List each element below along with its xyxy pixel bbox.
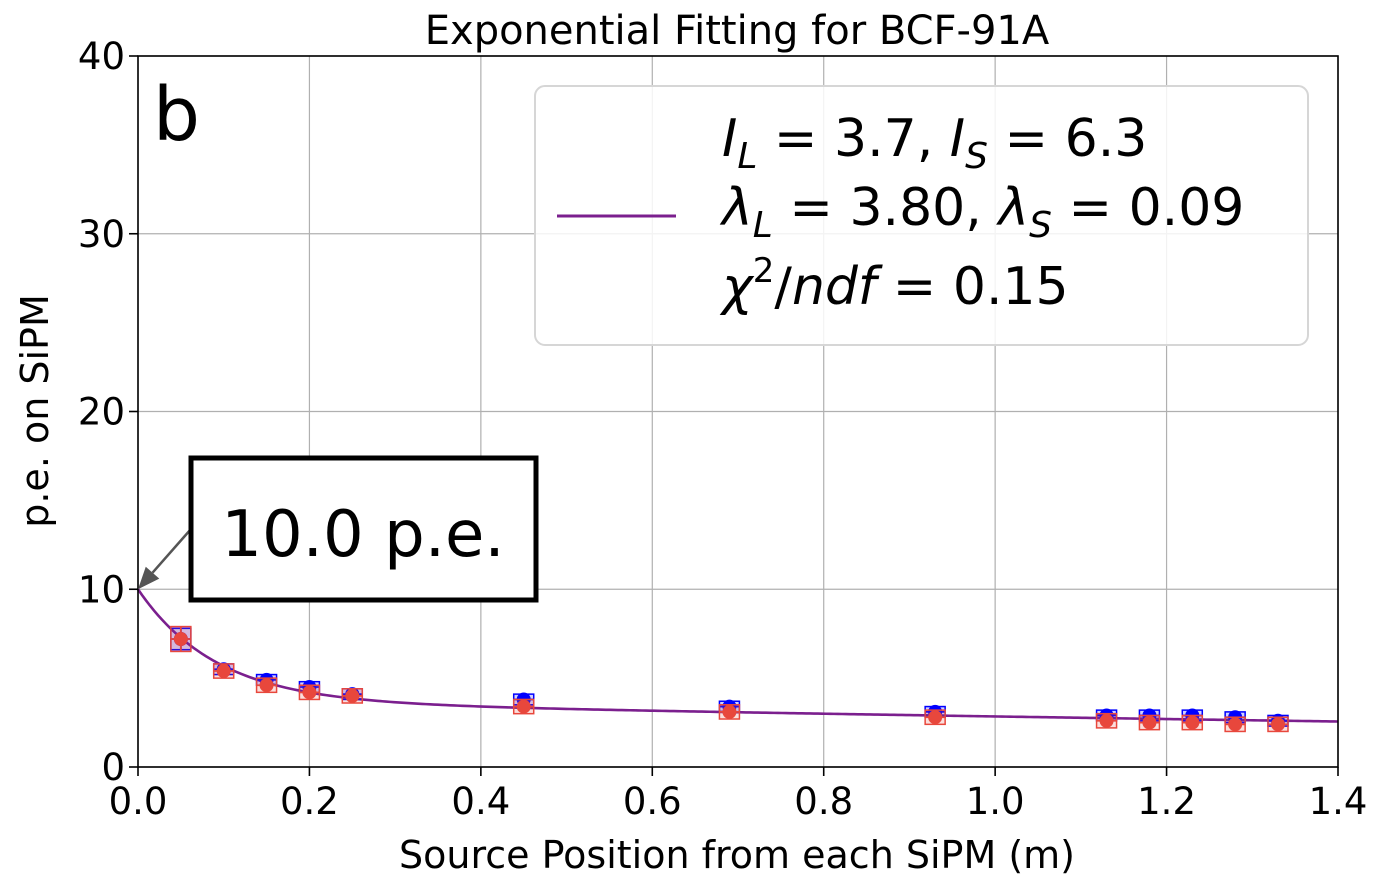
data-point <box>1228 717 1243 732</box>
data-point <box>345 688 360 703</box>
data-point <box>173 632 188 647</box>
x-tick-label: 1.0 <box>966 780 1025 823</box>
legend-line-chi2: χ2/ndf = 0.15 <box>719 251 1069 317</box>
annotation-text: 10.0 p.e. <box>221 498 505 572</box>
data-point <box>1271 717 1285 732</box>
x-tick-label: 0.2 <box>280 780 339 823</box>
data-point <box>1185 715 1200 730</box>
axis-ticks: 0.0 0.2 0.4 0.6 0.8 1.0 1.2 1.4 0 10 20 30 40 <box>78 35 1368 823</box>
y-axis-label: p.e. on SiPM <box>13 294 57 528</box>
x-tick-label: 0.6 <box>623 780 682 823</box>
data-point <box>516 699 531 714</box>
annotation-arrowhead <box>138 566 160 590</box>
y-tick-label: 30 <box>78 213 125 256</box>
data-point <box>928 710 943 725</box>
y-tick-label: 10 <box>78 568 125 611</box>
annotation-box <box>188 455 539 603</box>
chart-title: Exponential Fitting for BCF-91A <box>425 8 1050 54</box>
y-tick-label: 40 <box>78 35 125 78</box>
data-points <box>170 625 1289 733</box>
legend-line-amplitudes: IL = 3.7, IS = 6.3 <box>722 109 1147 177</box>
panel-label: b <box>153 72 200 158</box>
y-tick-label: 0 <box>101 746 125 789</box>
legend: IL = 3.7, IS = 6.3 λL = 3.80, λS = 0.09 … <box>534 85 1309 346</box>
data-point <box>259 678 274 693</box>
annotation-arrow <box>151 528 192 574</box>
data-point <box>216 664 231 679</box>
x-tick-label: 0.0 <box>109 780 168 823</box>
legend-line-attenuation: λL = 3.80, λS = 0.09 <box>719 178 1244 246</box>
data-point <box>302 685 317 700</box>
x-tick-label: 1.4 <box>1309 780 1368 823</box>
annotation: 10.0 p.e. <box>138 455 539 603</box>
y-tick-label: 20 <box>78 391 125 434</box>
legend-box <box>534 85 1309 346</box>
x-tick-label: 1.2 <box>1137 780 1196 823</box>
x-axis-label: Source Position from each SiPM (m) <box>399 833 1075 877</box>
x-tick-label: 0.4 <box>451 780 510 823</box>
data-point <box>1142 715 1157 730</box>
series-1 <box>170 625 1289 733</box>
x-tick-label: 0.8 <box>794 780 853 823</box>
data-point <box>1099 713 1114 728</box>
data-point <box>722 704 737 719</box>
